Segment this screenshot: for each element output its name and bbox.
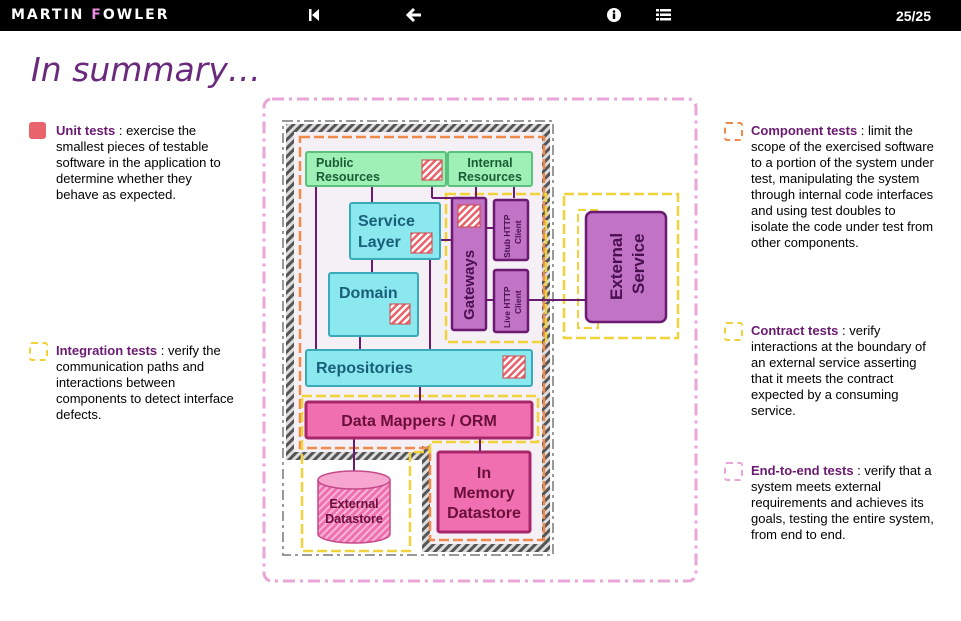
public-resources-line-2: Resources xyxy=(316,170,380,184)
e2e-tests-label: End-to-end tests xyxy=(751,463,854,478)
stub-http-client-box xyxy=(492,198,530,262)
logo-text-1: MARTIN xyxy=(11,7,92,23)
repositories-label: Repositories xyxy=(316,360,413,377)
component-tests-text: : limit the scope of the exercised softw… xyxy=(751,123,934,250)
unit-test-marker xyxy=(410,232,433,254)
in-memory-datastore-line-1: In xyxy=(477,465,491,482)
back-arrow-icon[interactable] xyxy=(405,4,429,26)
service-layer-line-1: Service xyxy=(358,213,415,230)
contract-tests-text: : verify interactions at the boundary of… xyxy=(751,323,926,418)
list-icon[interactable] xyxy=(654,4,678,26)
integration-tests-text: : verify the communication paths and int… xyxy=(56,343,234,422)
e2e-tests-swatch xyxy=(724,462,743,481)
integration-tests-legend: Integration tests : verify the communica… xyxy=(56,343,236,423)
public-resources-line-1: Public xyxy=(316,156,354,170)
integration-boundary-gateways xyxy=(444,192,548,344)
gateways-box xyxy=(450,196,488,332)
logo-text-2: OWLER xyxy=(102,7,170,23)
info-icon[interactable] xyxy=(604,4,628,26)
data-mappers-box xyxy=(304,400,534,440)
logo: MARTIN FOWLER xyxy=(11,7,169,23)
contract-tests-label: Contract tests xyxy=(751,323,839,338)
integration-tests-swatch xyxy=(29,342,48,361)
logo-text-f: F xyxy=(91,7,103,23)
unit-tests-legend: Unit tests : exercise the smallest piece… xyxy=(56,123,236,203)
external-datastore-line-2: Datastore xyxy=(325,512,383,526)
integration-boundary-datastore xyxy=(300,394,540,553)
live-http-client-box xyxy=(492,268,530,334)
contract-tests-swatch xyxy=(724,322,743,341)
contract-boundary xyxy=(562,192,680,340)
unit-test-marker xyxy=(421,159,443,181)
public-resources-box xyxy=(305,151,447,187)
service-layer-line-2: Layer xyxy=(358,234,401,251)
external-service-box xyxy=(584,210,668,324)
gateways-label: Gateways xyxy=(461,250,478,320)
component-tests-swatch xyxy=(724,122,743,141)
in-memory-datastore-box xyxy=(436,450,532,534)
stub-http-client-line-2: Client xyxy=(513,220,523,244)
system-boundary xyxy=(282,120,554,556)
external-datastore-line-1: External xyxy=(329,497,378,511)
data-mappers-label: Data Mappers / ORM xyxy=(341,413,497,430)
in-memory-datastore-line-3: Datastore xyxy=(447,505,521,522)
e2e-tests-legend: End-to-end tests : verify that a system … xyxy=(751,463,936,543)
external-service-line-2: Service xyxy=(629,234,648,295)
first-slide-icon[interactable] xyxy=(306,4,330,26)
internal-resources-line-2: Resources xyxy=(458,170,522,184)
unit-test-marker xyxy=(457,204,481,228)
repositories-box xyxy=(305,349,533,387)
contract-tests-legend: Contract tests : verify interactions at … xyxy=(751,323,936,419)
internal-resources-box xyxy=(447,151,533,187)
domain-label: Domain xyxy=(339,285,398,302)
unit-tests-swatch xyxy=(29,122,46,139)
slide-counter: 25/25 xyxy=(895,8,931,24)
in-memory-datastore-line-2: Memory xyxy=(453,485,514,502)
e2e-boundary xyxy=(262,97,698,583)
live-http-client-line-2: Client xyxy=(513,290,523,314)
top-bar: MARTIN FOWLER 25/25 xyxy=(0,0,961,31)
unit-test-marker xyxy=(502,355,526,379)
unit-tests-label: Unit tests xyxy=(56,123,116,138)
e2e-tests-text: : verify that a system meets external re… xyxy=(751,463,934,542)
unit-test-marker xyxy=(389,303,411,325)
stub-http-client-line-1: Stub HTTP xyxy=(502,214,512,258)
slide-title: In summary… xyxy=(31,50,261,89)
external-datastore xyxy=(317,470,391,544)
integration-tests-label: Integration tests xyxy=(56,343,158,358)
component-boundary xyxy=(298,135,546,542)
external-service-line-1: External xyxy=(607,233,626,300)
live-http-client-line-1: Live HTTP xyxy=(502,286,512,328)
component-tests-label: Component tests xyxy=(751,123,858,138)
component-tests-legend: Component tests : limit the scope of the… xyxy=(751,123,936,251)
internal-resources-line-1: Internal xyxy=(467,156,512,170)
unit-tests-text: : exercise the smallest pieces of testab… xyxy=(56,123,221,202)
